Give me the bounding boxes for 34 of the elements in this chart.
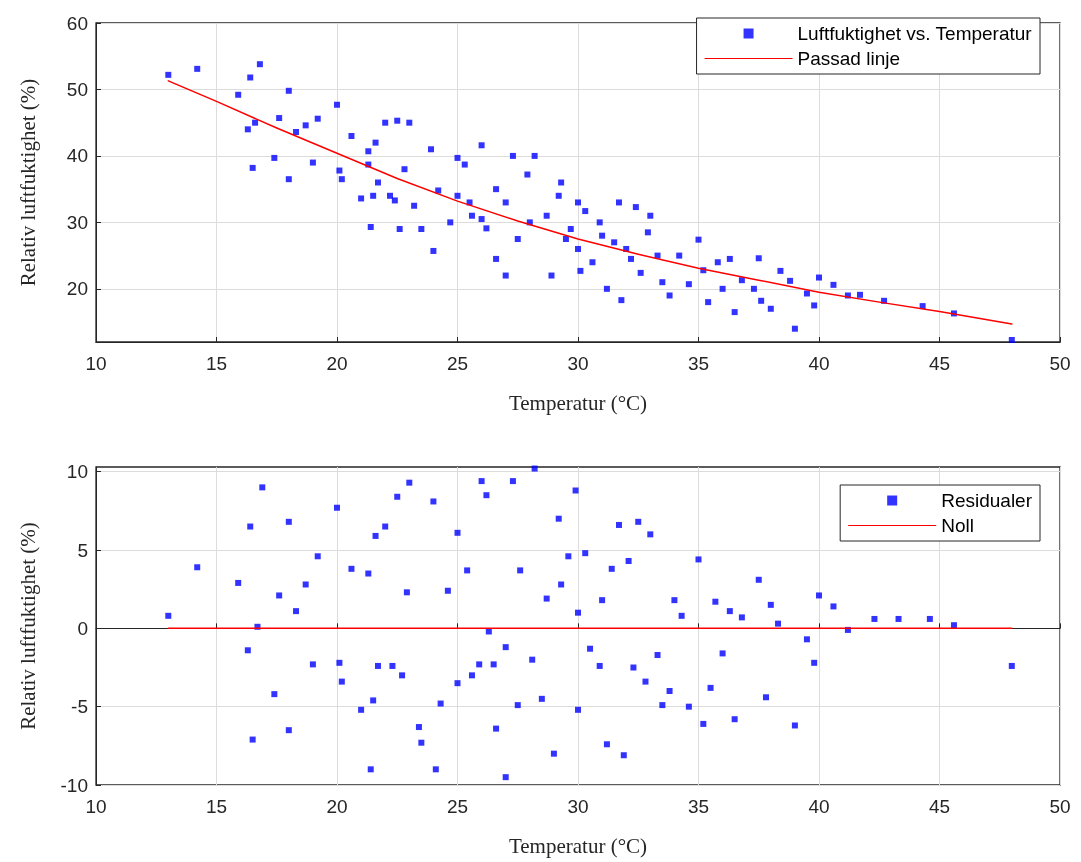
legend-label: Luftfuktighet vs. Temperatur [797, 23, 1033, 44]
x-tick-label: 25 [446, 796, 469, 817]
y-tick-label: 60 [66, 12, 88, 34]
x-axis-title: Temperatur (°C) [508, 390, 648, 415]
x-tick-label: 20 [326, 796, 348, 817]
y-tick-label: 50 [66, 78, 88, 100]
x-tick-label: 40 [808, 796, 830, 817]
y-tick-label: 20 [66, 278, 88, 300]
x-tick-label: 45 [928, 796, 951, 817]
y-tick-label: -5 [71, 696, 88, 718]
x-tick-label: 45 [928, 353, 951, 374]
x-tick-label: 30 [567, 353, 589, 374]
legend-label: Passad linje [797, 48, 901, 69]
y-tick-label: 40 [66, 145, 88, 167]
x-tick-label: 50 [1049, 353, 1071, 374]
x-tick-label: 15 [205, 353, 228, 374]
y-tick-label: 10 [66, 461, 88, 483]
y-axis-title: Relativ luftfuktighet (%) [15, 78, 40, 287]
y-tick-label: 5 [77, 539, 88, 561]
y-axis-title: Relativ luftfuktighet (%) [15, 522, 40, 730]
x-tick-label: 35 [687, 353, 710, 374]
y-tick-label: -10 [60, 774, 88, 796]
y-tick-label: 30 [66, 211, 88, 233]
legend-label: Residualer [941, 490, 1033, 511]
legend-label: Noll [941, 515, 974, 536]
x-tick-label: 15 [205, 796, 228, 817]
x-tick-label: 35 [687, 796, 710, 817]
y-tick-label: 0 [77, 617, 88, 639]
x-tick-label: 50 [1049, 796, 1071, 817]
x-axis-title: Temperatur (°C) [508, 833, 648, 858]
x-tick-label: 40 [808, 353, 830, 374]
x-tick-label: 25 [446, 353, 469, 374]
x-tick-label: 20 [326, 353, 348, 374]
x-tick-label: 30 [567, 796, 589, 817]
